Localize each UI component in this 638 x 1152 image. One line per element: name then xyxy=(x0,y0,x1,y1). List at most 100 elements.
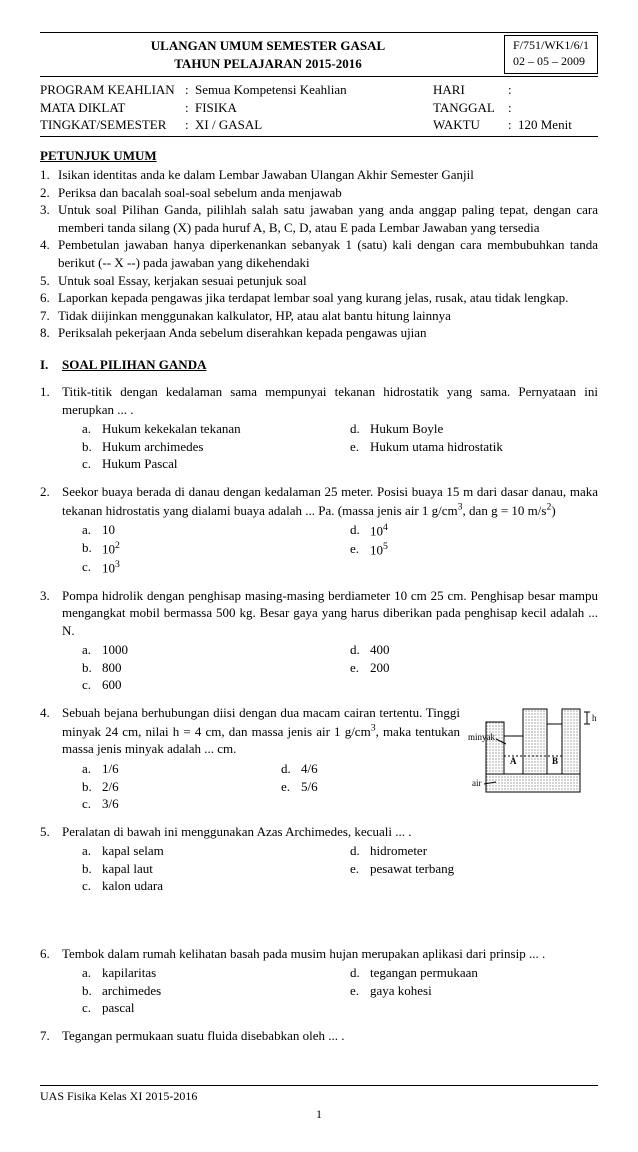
option: c.kalon udara xyxy=(62,877,330,895)
options: a.kapal selam b.kapal laut c.kalon udara… xyxy=(62,842,598,895)
footer: UAS Fisika Kelas XI 2015-2016 1 xyxy=(40,1085,598,1122)
instruction-item: 8.Periksalah pekerjaan Anda sebelum dise… xyxy=(40,324,598,342)
option-text: Hukum utama hidrostatik xyxy=(370,438,503,456)
question-text: Peralatan di bawah ini menggunakan Azas … xyxy=(62,824,411,839)
option-col: d.104 e.105 xyxy=(330,521,598,576)
meta-row: TINGKAT/SEMESTER : XI / GASAL WAKTU : 12… xyxy=(40,116,598,134)
instruction-item: 5.Untuk soal Essay, kerjakan sesuai petu… xyxy=(40,272,598,290)
question-text: Tembok dalam rumah kelihatan basah pada … xyxy=(62,946,545,961)
header-title: ULANGAN UMUM SEMESTER GASAL TAHUN PELAJA… xyxy=(40,35,496,74)
option: b.102 xyxy=(62,539,330,558)
option-letter: a. xyxy=(82,641,102,659)
meta-label: HARI xyxy=(433,81,508,99)
option-letter: d. xyxy=(350,641,370,659)
option-letter: b. xyxy=(82,438,102,456)
option-letter: d. xyxy=(350,842,370,860)
option-letter: d. xyxy=(281,760,301,778)
option-text: pascal xyxy=(102,999,134,1017)
option-letter: e. xyxy=(350,982,370,1000)
option-text: kapilaritas xyxy=(102,964,156,982)
question: 4. Sebuah bejana berhubungan diisi denga… xyxy=(40,704,598,813)
question-number: 1. xyxy=(40,383,62,473)
option: b.archimedes xyxy=(62,982,330,1000)
meta-label: TANGGAL xyxy=(433,99,508,117)
mid-rule xyxy=(40,76,598,77)
question-number: 5. xyxy=(40,823,62,895)
meta-sep: : xyxy=(185,116,195,134)
question-body: Tegangan permukaan suatu fluida disebabk… xyxy=(62,1027,598,1045)
question-body: Pompa hidrolik dengan penghisap masing-m… xyxy=(62,587,598,694)
option-col: a.1000 b.800 c.600 xyxy=(62,641,330,694)
option-letter: a. xyxy=(82,842,102,860)
option-text: 1000 xyxy=(102,641,128,659)
footer-row: UAS Fisika Kelas XI 2015-2016 xyxy=(40,1088,598,1104)
option-letter: a. xyxy=(82,420,102,438)
meta-sep: : xyxy=(508,116,518,134)
options: a.Hukum kekekalan tekanan b.Hukum archim… xyxy=(62,420,598,473)
vessel-diagram: h A B minyak air xyxy=(468,704,598,813)
option: a.10 xyxy=(62,521,330,539)
option-letter: c. xyxy=(82,676,102,694)
option: d.104 xyxy=(330,521,598,540)
option-col: d.400 e.200 xyxy=(330,641,598,694)
options: a.10 b.102 c.103 d.104 e.105 xyxy=(62,521,598,576)
option: e.200 xyxy=(330,659,598,677)
instruction-number: 7. xyxy=(40,307,58,325)
spacer xyxy=(40,895,598,935)
option-text: 600 xyxy=(102,676,122,694)
q4-text: Sebuah bejana berhubungan diisi dengan d… xyxy=(62,704,460,813)
option-text: Hukum Pascal xyxy=(102,455,177,473)
option-text: gaya kohesi xyxy=(370,982,432,1000)
option: e.5/6 xyxy=(261,778,460,796)
option: a.1/6 xyxy=(62,760,261,778)
option: c.Hukum Pascal xyxy=(62,455,330,473)
instructions-list: 1.Isikan identitas anda ke dalam Lembar … xyxy=(40,166,598,341)
instruction-number: 6. xyxy=(40,289,58,307)
option-text: 2/6 xyxy=(102,778,119,796)
vessel-svg: h A B minyak air xyxy=(468,704,598,799)
option: c.600 xyxy=(62,676,330,694)
option-text: 4/6 xyxy=(301,760,318,778)
question-body: Peralatan di bawah ini menggunakan Azas … xyxy=(62,823,598,895)
option-col: a.Hukum kekekalan tekanan b.Hukum archim… xyxy=(62,420,330,473)
option-text: 3/6 xyxy=(102,795,119,813)
option-letter: a. xyxy=(82,964,102,982)
top-rule xyxy=(40,32,598,33)
option-text: Hukum archimedes xyxy=(102,438,203,456)
title-line2: TAHUN PELAJARAN 2015-2016 xyxy=(174,56,362,71)
option-text: kapal selam xyxy=(102,842,164,860)
option-text: kapal laut xyxy=(102,860,153,878)
option: a.1000 xyxy=(62,641,330,659)
t: 10 xyxy=(102,560,115,575)
section-title: SOAL PILIHAN GANDA xyxy=(62,356,206,374)
footer-text: UAS Fisika Kelas XI 2015-2016 xyxy=(40,1088,598,1104)
t: 10 xyxy=(370,524,383,539)
meta-val: 120 Menit xyxy=(518,116,598,134)
meta-val: FISIKA xyxy=(195,99,433,117)
bottom-rule xyxy=(40,136,598,137)
question-number: 4. xyxy=(40,704,62,813)
options: a.1000 b.800 c.600 d.400 e.200 xyxy=(62,641,598,694)
question-number: 2. xyxy=(40,483,62,577)
option-letter: e. xyxy=(350,659,370,677)
t: , dan g = 10 m/s xyxy=(463,503,547,518)
roman-numeral: I. xyxy=(40,356,62,374)
meta-label: MATA DIKLAT xyxy=(40,99,185,117)
sup: 2 xyxy=(115,540,120,551)
instruction-number: 8. xyxy=(40,324,58,342)
meta-row: PROGRAM KEAHLIAN : Semua Kompetensi Keah… xyxy=(40,81,598,99)
option-text: 200 xyxy=(370,659,390,677)
question: 2. Seekor buaya berada di danau dengan k… xyxy=(40,483,598,577)
option-col: d.4/6 e.5/6 xyxy=(261,760,460,813)
instruction-text: Periksa dan bacalah soal-soal sebelum an… xyxy=(58,184,598,202)
option-letter: e. xyxy=(350,540,370,559)
option: d.400 xyxy=(330,641,598,659)
question: 3. Pompa hidrolik dengan penghisap masin… xyxy=(40,587,598,694)
option-text: 105 xyxy=(370,540,388,559)
option-letter: b. xyxy=(82,860,102,878)
option-text: 102 xyxy=(102,539,120,558)
instruction-number: 2. xyxy=(40,184,58,202)
question-text: Titik-titik dengan kedalaman sama mempun… xyxy=(62,384,598,417)
option-letter: c. xyxy=(82,455,102,473)
option-text: Hukum kekekalan tekanan xyxy=(102,420,241,438)
